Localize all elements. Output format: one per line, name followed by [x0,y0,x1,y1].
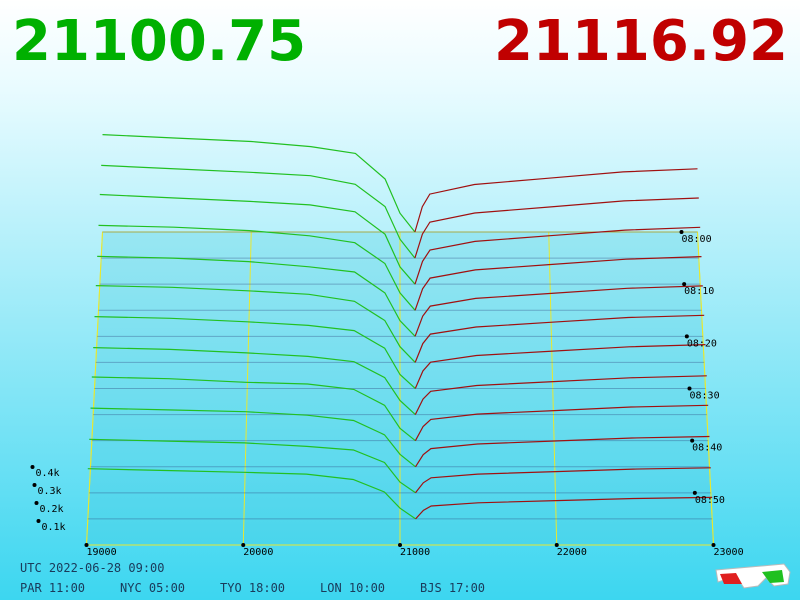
x-tick [84,543,89,547]
3d-glasses-icon [715,563,791,589]
utc-time: UTC 2022-06-28 09:00 [20,561,165,575]
z-tick [34,501,39,505]
ask-depth-line [415,467,711,494]
x-tick-label: 19000 [87,547,117,558]
x-tick [241,543,246,547]
ask-depth-line [414,226,701,285]
x-tick-label: 21000 [400,547,430,558]
bid-depth-line [93,347,416,416]
bid-depth-line [98,224,416,311]
t-tick [687,386,692,391]
bid-depth-line [99,193,416,285]
floor-grid-line [548,231,558,546]
t-tick [692,490,697,495]
zone-time: BJS 17:00 [420,581,485,595]
depth-plot: 19000 20000 21000 22000 23000 08:00 08:10 08:20… [30,134,744,558]
t-tick-label: 08:00 [682,234,712,245]
z-tick-label: 0.3k [38,486,62,497]
floor-grid-line [242,231,252,546]
zone-time: TYO 18:00 [220,581,285,595]
z-tick-label: 0.2k [40,504,64,515]
bid-depth-line [94,316,416,389]
x-tick [554,543,559,547]
ask-depth-line [414,168,698,233]
t-tick [682,282,687,287]
t-tick-label: 08:50 [695,495,725,506]
bid-depth-line [89,438,416,494]
bid-depth-line [101,164,416,259]
x-tick-label: 22000 [557,547,587,558]
t-tick [690,438,695,443]
t-tick-label: 08:20 [687,338,717,349]
ask-depth-line [414,435,710,468]
t-tick [684,334,689,339]
zone-time: LON 10:00 [320,581,385,595]
z-tick [30,465,35,469]
x-tick-label: 23000 [714,547,744,558]
ask-depth-line [414,197,699,259]
t-tick [679,230,684,234]
bid-depth-line [102,134,416,233]
bid-depth-line [87,468,416,520]
ask-price: 21116.92 [494,9,788,74]
bid-depth-line [91,376,416,442]
ask-depth-line [414,404,709,441]
zone-time: PAR 11:00 [20,581,85,595]
x-tick [398,543,402,547]
z-tick-label: 0.1k [42,522,66,533]
ask-depth-line [414,375,707,415]
bid-depth-line [90,407,416,468]
t-tick-label: 08:40 [692,443,722,454]
floor-grid-line [697,231,714,546]
ask-depth-line [414,314,705,363]
ask-depth-line [414,256,702,311]
ask-depth-line [414,285,703,337]
bid-price: 21100.75 [12,9,306,74]
x-tick [711,543,716,547]
t-tick-label: 08:30 [690,391,720,402]
zone-time: NYC 05:00 [120,581,185,595]
z-tick [32,483,37,487]
t-tick-label: 08:10 [684,286,714,297]
floor-grid-line [86,231,103,546]
bid-depth-line [97,255,416,337]
x-tick-label: 20000 [243,547,273,558]
bid-depth-line [95,285,416,363]
ask-depth-line [414,344,706,389]
time-zones: PAR 11:00 NYC 05:00 TYO 18:00 LON 10:00 BJS … [20,581,485,595]
z-tick-label: 0.4k [36,468,60,479]
ask-depth-line [415,496,713,520]
z-tick [36,519,41,523]
